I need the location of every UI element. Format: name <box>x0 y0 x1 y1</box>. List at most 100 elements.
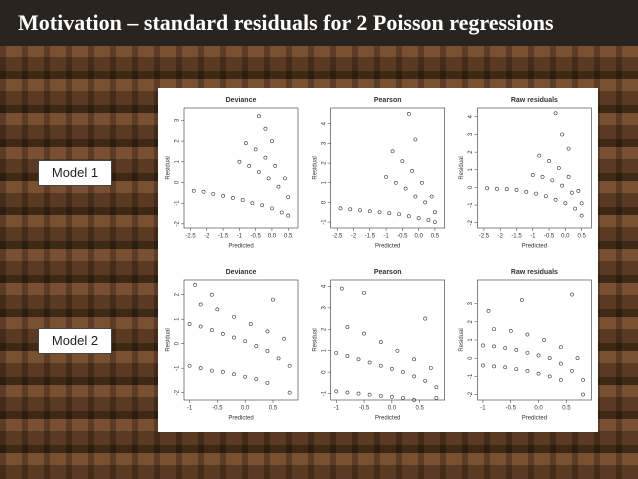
point <box>433 210 437 215</box>
point <box>215 307 220 312</box>
point <box>378 363 383 368</box>
y-tick-label: 3 <box>321 306 327 310</box>
y-axis-label: Residual <box>166 328 172 351</box>
point <box>566 146 571 151</box>
point <box>250 201 255 206</box>
point <box>276 184 281 189</box>
point <box>230 196 235 200</box>
point <box>492 364 496 369</box>
x-tick-label: -1 <box>334 406 340 412</box>
point <box>377 210 382 215</box>
point <box>389 367 394 371</box>
point <box>575 356 580 361</box>
point <box>266 176 271 181</box>
x-axis-label: Predicted <box>228 244 253 250</box>
plot-title: Raw residuals <box>511 269 558 276</box>
point <box>232 335 236 340</box>
point <box>389 394 394 399</box>
y-tick-label: 3 <box>175 118 181 122</box>
point <box>345 354 350 358</box>
x-tick-label: -1 <box>480 406 486 412</box>
point <box>243 374 248 379</box>
point <box>492 344 496 349</box>
point <box>486 309 491 313</box>
point <box>401 395 405 400</box>
point <box>519 298 524 302</box>
point <box>542 338 547 342</box>
point <box>271 297 275 302</box>
x-tick-label: -1 <box>530 234 536 240</box>
x-tick-label: -2.5 <box>185 234 196 240</box>
x-tick-label: 0.5 <box>269 406 278 412</box>
point <box>560 183 564 188</box>
point <box>240 198 245 202</box>
y-tick-label: 1 <box>321 348 327 352</box>
plot-title: Pearson <box>374 97 402 104</box>
point <box>287 363 292 368</box>
y-axis-label: Residual <box>459 156 465 179</box>
point <box>209 292 214 297</box>
point <box>579 201 584 206</box>
point <box>387 211 392 216</box>
x-tick-label: -1.5 <box>511 234 522 240</box>
point <box>384 174 388 179</box>
x-tick-label: -1 <box>187 406 193 412</box>
y-tick-label: 1 <box>175 159 181 163</box>
point <box>286 213 291 218</box>
point <box>579 213 584 218</box>
point <box>426 218 431 223</box>
point <box>485 186 490 191</box>
x-tick-label: 0.5 <box>284 234 293 240</box>
point <box>283 176 287 181</box>
point <box>481 343 485 348</box>
y-tick-label: 2 <box>321 161 327 165</box>
point <box>495 186 499 191</box>
point <box>412 398 417 402</box>
point <box>569 190 574 195</box>
point <box>504 187 509 192</box>
point <box>287 390 292 395</box>
point <box>390 149 395 154</box>
point <box>503 346 508 351</box>
x-tick-label: -0.5 <box>506 406 517 412</box>
point <box>576 189 581 193</box>
point <box>416 216 421 221</box>
point <box>558 378 563 382</box>
y-tick-label: 4 <box>468 114 474 118</box>
x-axis-label: Predicted <box>522 244 547 250</box>
x-tick-label: -2 <box>204 234 210 240</box>
y-tick-label: -1 <box>468 202 474 208</box>
plot-frame <box>183 107 299 229</box>
x-tick-label: 0.0 <box>561 234 570 240</box>
point <box>553 197 558 202</box>
point <box>279 210 284 215</box>
point <box>401 370 405 375</box>
point <box>248 322 253 326</box>
point <box>553 111 558 116</box>
y-tick-label: 1 <box>468 167 474 171</box>
y-tick-label: -1 <box>321 390 327 396</box>
point <box>547 356 552 361</box>
point <box>560 132 564 137</box>
x-tick-label: 0.0 <box>388 406 397 412</box>
point <box>429 194 434 199</box>
point <box>537 153 542 158</box>
point <box>265 349 270 353</box>
y-tick-label: -1 <box>321 219 327 225</box>
point <box>419 180 424 185</box>
point <box>367 360 372 365</box>
point <box>508 329 513 333</box>
point <box>547 374 552 379</box>
y-tick-label: 0 <box>468 356 474 360</box>
point <box>406 214 411 219</box>
point <box>563 201 568 206</box>
x-tick-label: -0.5 <box>212 406 223 412</box>
point <box>211 191 216 196</box>
point <box>263 126 268 131</box>
point <box>434 385 439 390</box>
point <box>536 371 541 376</box>
point <box>566 174 571 179</box>
point <box>265 329 270 334</box>
point <box>410 169 415 173</box>
point <box>556 166 561 170</box>
